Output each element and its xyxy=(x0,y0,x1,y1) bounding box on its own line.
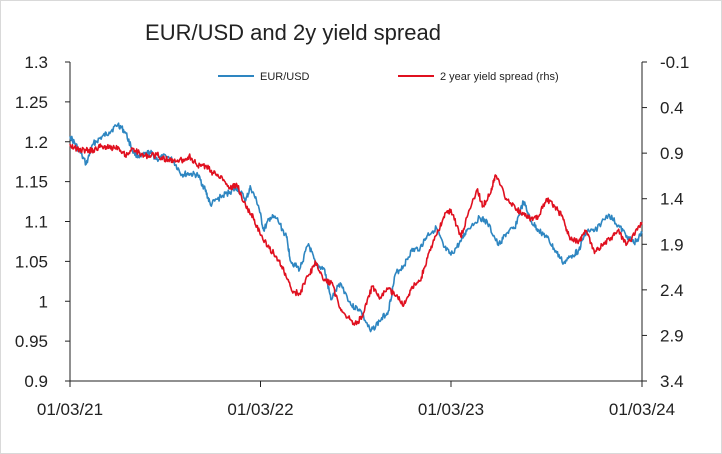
y-left-tick-label: 1.25 xyxy=(15,93,48,112)
y-right-tick-label: -0.1 xyxy=(660,53,689,72)
y-left-tick-label: 1.15 xyxy=(15,173,48,192)
legend: EUR/USD 2 year yield spread (rhs) xyxy=(218,71,559,83)
series-line-eurusd xyxy=(69,122,643,333)
y-right-tick-label: 2.9 xyxy=(660,326,684,345)
y-left-tick-label: 1.3 xyxy=(24,53,48,72)
x-tick-label: 01/03/22 xyxy=(227,400,293,419)
y-right-tick-label: 0.4 xyxy=(660,99,684,118)
y-left-tick-label: 0.95 xyxy=(15,332,48,351)
y-left-tick-label: 0.9 xyxy=(24,372,48,391)
y-right-tick-label: 1.4 xyxy=(660,190,684,209)
x-tick-label: 01/03/23 xyxy=(418,400,484,419)
y-right-tick-label: 3.4 xyxy=(660,372,684,391)
x-tick-label: 01/03/24 xyxy=(609,400,675,419)
series-line-yield-spread xyxy=(69,143,643,326)
y-right-tick-label: 2.4 xyxy=(660,281,684,300)
x-tick-label: 01/03/21 xyxy=(37,400,103,419)
legend-label: 2 year yield spread (rhs) xyxy=(440,71,559,83)
y-left-tick-label: 1.2 xyxy=(24,133,48,152)
series-layer xyxy=(69,122,643,333)
y-right-tick-label: 1.9 xyxy=(660,235,684,254)
y-left-tick-label: 1 xyxy=(39,292,48,311)
axes-group: 1.3 1.25 1.2 1.15 1.1 1.05 1 0.95 0.9 -0.1 0.4 0.9 1… xyxy=(15,53,689,419)
y-left-tick-label: 1.05 xyxy=(15,252,48,271)
y-right-tick-label: 0.9 xyxy=(660,144,684,163)
legend-label: EUR/USD xyxy=(260,71,310,83)
y-left-tick-label: 1.1 xyxy=(24,213,48,232)
chart-title: EUR/USD and 2y yield spread xyxy=(145,20,441,45)
